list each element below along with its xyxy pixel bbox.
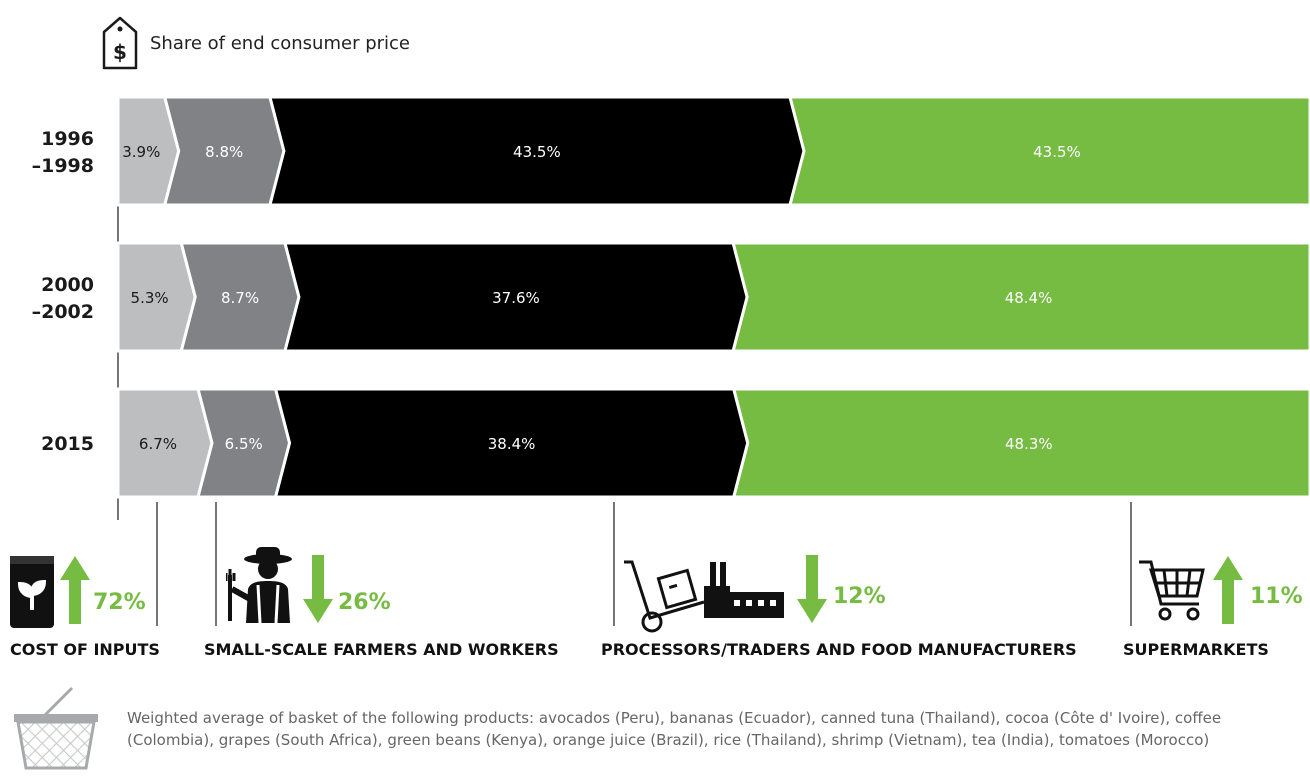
year-label: –2002 xyxy=(32,301,94,323)
actor-name-farmers: SMALL-SCALE FARMERS AND WORKERS xyxy=(204,640,559,659)
shopping-cart-icon xyxy=(1139,560,1205,621)
data-label-processors: 43.5% xyxy=(513,143,561,161)
data-label-inputs: 3.9% xyxy=(122,143,160,161)
year-label: 1996 xyxy=(41,128,94,150)
year-label: –1998 xyxy=(32,155,94,177)
seed-bag-icon xyxy=(10,556,54,628)
price-tag-icon: $ xyxy=(102,16,138,70)
year-label: 2000 xyxy=(41,274,94,296)
data-label-processors: 38.4% xyxy=(488,435,536,453)
actor-name-supermarkets: SUPERMARKETS xyxy=(1123,640,1269,659)
up-arrow-icon xyxy=(1213,556,1243,624)
stacked-bar-chart: 3.9% 8.8% 43.5% 43.5% 1996 –1998 5.3% 8.7% 37.6%… xyxy=(32,95,1310,626)
change-supermarkets: 11% xyxy=(1250,584,1303,609)
data-label-farmers: 8.8% xyxy=(205,143,243,161)
down-arrow-icon xyxy=(303,555,333,623)
change-farmers: 26% xyxy=(338,590,391,615)
farmer-icon xyxy=(226,547,292,624)
year-label: 2015 xyxy=(41,433,94,455)
data-label-farmers: 8.7% xyxy=(221,289,259,307)
data-label-inputs: 6.7% xyxy=(139,435,177,453)
actor-name-inputs: COST OF INPUTS xyxy=(10,640,160,659)
footnote: Weighted average of basket of the follow… xyxy=(127,709,1222,749)
hand-truck-icon xyxy=(624,560,705,633)
factory-icon xyxy=(704,562,784,618)
svg-text:$: $ xyxy=(113,40,127,64)
bar-segment-inputs xyxy=(116,241,197,353)
data-label-processors: 37.6% xyxy=(492,289,540,307)
data-label-inputs: 5.3% xyxy=(131,289,169,307)
basket-icon xyxy=(14,686,98,770)
data-label-supermarkets: 43.5% xyxy=(1033,143,1081,161)
up-arrow-icon xyxy=(60,556,90,624)
bar-segment-inputs xyxy=(116,95,181,207)
change-inputs: 72% xyxy=(93,590,146,615)
chart-title: Share of end consumer price xyxy=(150,33,410,54)
bar-segment-inputs xyxy=(116,387,214,499)
data-label-farmers: 6.5% xyxy=(225,435,263,453)
actor-name-processors: PROCESSORS/TRADERS AND FOOD MANUFACTURER… xyxy=(601,640,1077,659)
down-arrow-icon xyxy=(797,555,827,623)
data-label-supermarkets: 48.4% xyxy=(1005,289,1053,307)
data-label-supermarkets: 48.3% xyxy=(1005,435,1053,453)
change-processors: 12% xyxy=(833,584,886,609)
